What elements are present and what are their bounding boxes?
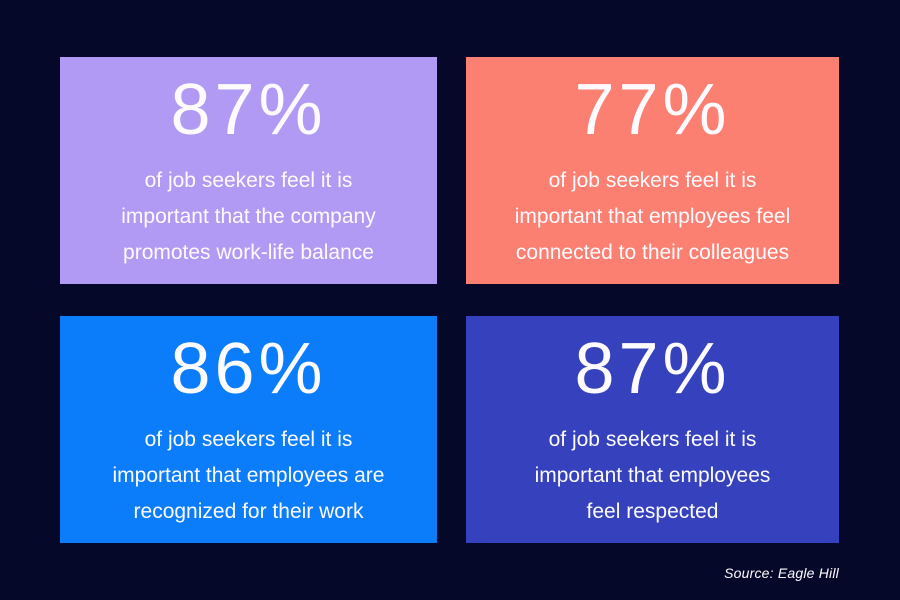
stat-description: of job seekers feel it is important that… [515, 163, 790, 271]
stat-value: 86% [170, 329, 327, 409]
stat-description: of job seekers feel it is important that… [121, 163, 375, 271]
stat-description-line: of job seekers feel it is [548, 428, 757, 451]
stat-description-line: important that employees are [112, 464, 385, 487]
stats-grid: 87% of job seekers feel it is important … [60, 57, 839, 543]
source-credit: Source: Eagle Hill [724, 565, 839, 581]
stat-description-line: important that the company [121, 205, 376, 228]
stat-description-line: of job seekers feel it is [144, 428, 353, 451]
stat-description-line: feel respected [586, 500, 719, 523]
stat-description-line: of job seekers feel it is [144, 169, 353, 192]
stat-card-connected-colleagues: 77% of job seekers feel it is important … [466, 57, 839, 284]
stat-description: of job seekers feel it is important that… [535, 422, 771, 530]
stat-description: of job seekers feel it is important that… [113, 422, 385, 530]
stat-value: 87% [170, 70, 327, 150]
stat-card-work-life-balance: 87% of job seekers feel it is important … [60, 57, 437, 284]
stat-description-line: recognized for their work [133, 500, 364, 523]
stat-description-line: of job seekers feel it is [548, 169, 757, 192]
stat-value: 77% [574, 70, 731, 150]
stat-description-line: important that employees feel [514, 205, 791, 228]
stat-description-line: important that employees [534, 464, 771, 487]
stat-card-feel-respected: 87% of job seekers feel it is important … [466, 316, 839, 543]
stat-value: 87% [574, 329, 731, 409]
stat-description-line: promotes work-life balance [123, 241, 374, 264]
stat-description-line: connected to their colleagues [515, 241, 790, 264]
stat-card-recognized-work: 86% of job seekers feel it is important … [60, 316, 437, 543]
